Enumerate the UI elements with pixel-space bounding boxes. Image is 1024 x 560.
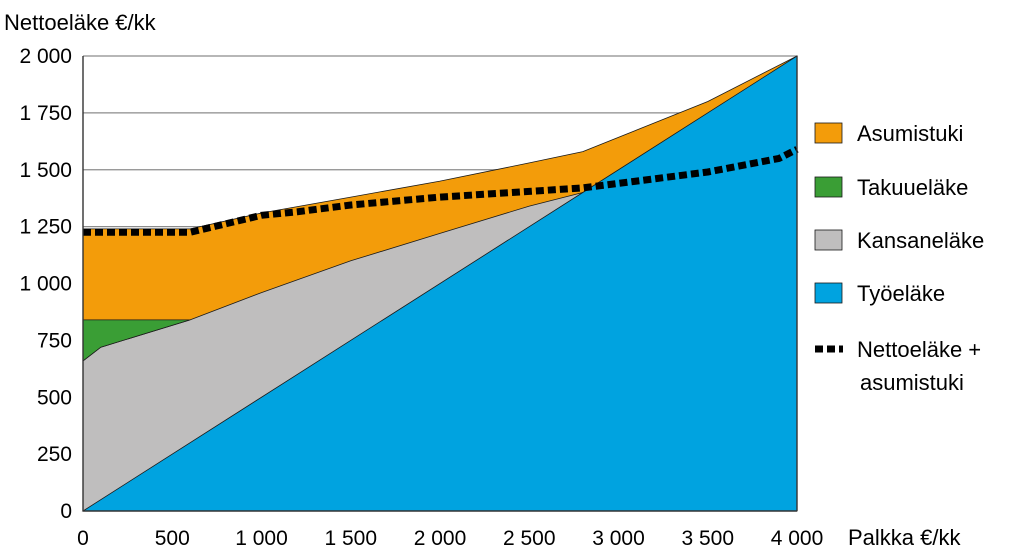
- y-tick-label: 750: [37, 329, 72, 352]
- y-tick-label: 1 500: [19, 159, 72, 182]
- net-pension-line-group: [83, 146, 799, 236]
- x-tick-label: 0: [77, 527, 89, 550]
- y-tick-label: 0: [60, 500, 72, 523]
- legend-label: Työeläke: [857, 281, 945, 306]
- y-tick-label: 1 750: [19, 102, 72, 125]
- legend-swatch: [814, 229, 843, 251]
- x-tick-label: 1 500: [324, 527, 377, 550]
- legend: Asumistuki Takuueläke Kansaneläke Työeläke N…: [814, 121, 984, 395]
- x-tick-label: 1 000: [235, 527, 288, 550]
- x-tick-label: 2 500: [503, 527, 556, 550]
- x-tick-label: 3 000: [592, 527, 645, 550]
- y-tick-label: 2 000: [19, 45, 72, 68]
- y-axis-label: Nettoeläke €/kk: [4, 10, 157, 35]
- legend-swatch: [814, 176, 843, 198]
- legend-label-line2: asumistuki: [860, 370, 964, 395]
- x-axis-label: Palkka €/kk: [848, 525, 961, 550]
- net-pension-line: [83, 146, 799, 236]
- y-tick-label: 250: [37, 443, 72, 466]
- x-tick-labels: 0 500 1 000 1 500 2 000 2 500 3 000 3 500 4 000: [77, 527, 823, 550]
- y-tick-label: 500: [37, 386, 72, 409]
- x-tick-label: 3 500: [681, 527, 734, 550]
- legend-swatch: [814, 122, 843, 144]
- y-tick-labels: 0 250 500 750 1 000 1 250 1 500 1 750 2 000: [19, 45, 72, 523]
- legend-label: Asumistuki: [857, 121, 963, 146]
- legend-swatch: [814, 282, 843, 304]
- y-tick-label: 1 250: [19, 216, 72, 239]
- x-tick-label: 500: [155, 527, 190, 550]
- x-tick-label: 2 000: [414, 527, 467, 550]
- legend-label: Nettoeläke +: [857, 337, 981, 362]
- legend-label: Kansaneläke: [857, 228, 984, 253]
- y-tick-label: 1 000: [19, 273, 72, 296]
- area-layers: [81, 55, 798, 512]
- x-tick-label: 4 000: [771, 527, 824, 550]
- legend-label: Takuueläke: [857, 175, 968, 200]
- axes: [82, 56, 798, 512]
